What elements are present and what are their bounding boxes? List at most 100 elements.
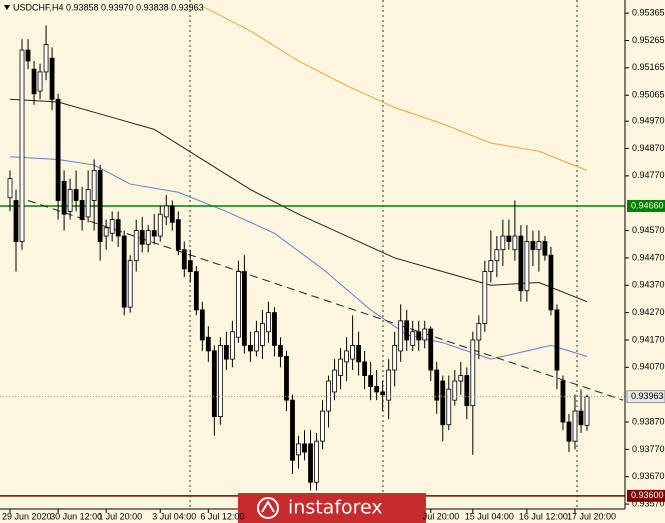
candle-body xyxy=(19,49,25,242)
candle-body xyxy=(254,331,259,352)
candle-body xyxy=(290,399,295,461)
candle-body xyxy=(566,421,572,442)
candle-body xyxy=(133,230,139,262)
candle-body xyxy=(524,241,530,292)
candle-body xyxy=(13,200,19,242)
x-tick-label: 16 Jul 12:00 xyxy=(519,511,568,521)
candle-body xyxy=(506,235,512,242)
candle-body xyxy=(121,235,127,308)
candle-body xyxy=(410,331,416,346)
candle-body xyxy=(139,230,145,245)
candle-body xyxy=(127,260,133,308)
x-tick-label: 3 Jul 04:00 xyxy=(152,511,196,521)
current-price-label: 0.93963 xyxy=(631,391,664,401)
candle-body xyxy=(61,180,67,215)
candle-body xyxy=(518,235,524,292)
y-tick-label: 0.94470 xyxy=(632,252,665,262)
candle-body xyxy=(211,350,217,417)
candle-body xyxy=(434,369,440,401)
candle-body xyxy=(494,249,500,262)
candle-body xyxy=(380,391,386,396)
candle-body xyxy=(157,213,163,237)
x-tick-label: 30 Jun 12:00 xyxy=(50,511,102,521)
y-tick-label: 0.94870 xyxy=(632,143,665,153)
candle-body xyxy=(458,375,464,382)
candle-body xyxy=(205,336,211,352)
menu-arrow[interactable] xyxy=(4,5,10,10)
level-label: 0.94660 xyxy=(631,200,664,210)
candle-body xyxy=(278,345,283,357)
candle-body xyxy=(374,386,380,393)
candle-body xyxy=(572,410,578,442)
candle-body xyxy=(440,380,446,426)
candle-body xyxy=(103,227,109,237)
candle-body xyxy=(392,345,398,371)
candle-body xyxy=(37,71,43,92)
candle-body xyxy=(115,219,121,237)
chart-title: USDCHF,H4 0.93858 0.93970 0.93838 0.9396… xyxy=(13,2,204,12)
candle-body xyxy=(109,219,115,234)
candle-body xyxy=(584,396,590,426)
candle-body xyxy=(398,320,404,352)
candle-body xyxy=(151,230,157,237)
candle-body xyxy=(296,443,301,456)
candle-body xyxy=(500,235,506,251)
candle-body xyxy=(181,249,187,270)
candle-body xyxy=(446,388,452,426)
x-tick-label: 15 Jul 04:00 xyxy=(465,511,514,521)
moving-average xyxy=(9,156,588,360)
x-tick-label: 1 Jul 20:00 xyxy=(98,511,142,521)
candle-body xyxy=(326,380,331,412)
candle-body xyxy=(145,230,151,245)
candle-body xyxy=(368,375,374,387)
candle-body xyxy=(260,323,265,346)
candle-body xyxy=(217,345,223,417)
y-tick-label: 0.93570 xyxy=(632,498,665,508)
candle-body xyxy=(31,68,37,95)
candle-body xyxy=(85,189,91,218)
candle-body xyxy=(356,345,362,363)
trendline xyxy=(27,200,624,401)
watermark-logo xyxy=(261,500,275,513)
level-label-box xyxy=(627,489,665,502)
candle-body xyxy=(229,331,235,360)
y-tick-label: 0.95265 xyxy=(632,35,665,45)
y-tick-label: 0.95365 xyxy=(632,8,665,18)
candle-body xyxy=(43,44,49,73)
candle-body xyxy=(482,271,488,324)
y-tick-label: 0.93770 xyxy=(632,444,665,454)
level-label-box xyxy=(627,199,665,212)
y-tick-label: 0.94770 xyxy=(632,170,665,180)
candle-body xyxy=(320,410,325,442)
candle-body xyxy=(350,345,355,360)
candle-body xyxy=(266,312,271,333)
candle-body xyxy=(470,339,476,407)
candle-body xyxy=(25,49,31,62)
candle-body xyxy=(422,328,428,341)
candle-body xyxy=(416,331,422,341)
moving-average xyxy=(202,5,588,171)
y-tick-label: 0.93870 xyxy=(632,416,665,426)
candle-body xyxy=(235,271,241,338)
x-tick-label: 6 Jul 12:00 xyxy=(200,511,244,521)
candle-body xyxy=(404,320,410,341)
candle-body xyxy=(548,254,554,311)
current-price-box xyxy=(626,390,665,404)
candle-body xyxy=(536,241,542,251)
x-tick-label: Jul 20:00 xyxy=(423,511,460,521)
candle-body xyxy=(223,345,229,360)
y-tick-label: 0.93670 xyxy=(632,471,665,481)
candle-body xyxy=(512,235,518,251)
candle-body xyxy=(193,271,199,311)
candle-body xyxy=(386,369,392,401)
candle-body xyxy=(344,350,349,363)
candle-body xyxy=(97,169,103,242)
candle-body xyxy=(464,375,470,407)
y-tick-label: 0.94270 xyxy=(632,307,665,317)
candle-body xyxy=(338,358,343,376)
candle-body xyxy=(272,312,277,346)
candle-body xyxy=(55,98,61,201)
y-tick-label: 0.94570 xyxy=(632,225,665,235)
candle-body xyxy=(163,205,169,218)
x-tick-label: 17 Jul 20:00 xyxy=(567,511,616,521)
